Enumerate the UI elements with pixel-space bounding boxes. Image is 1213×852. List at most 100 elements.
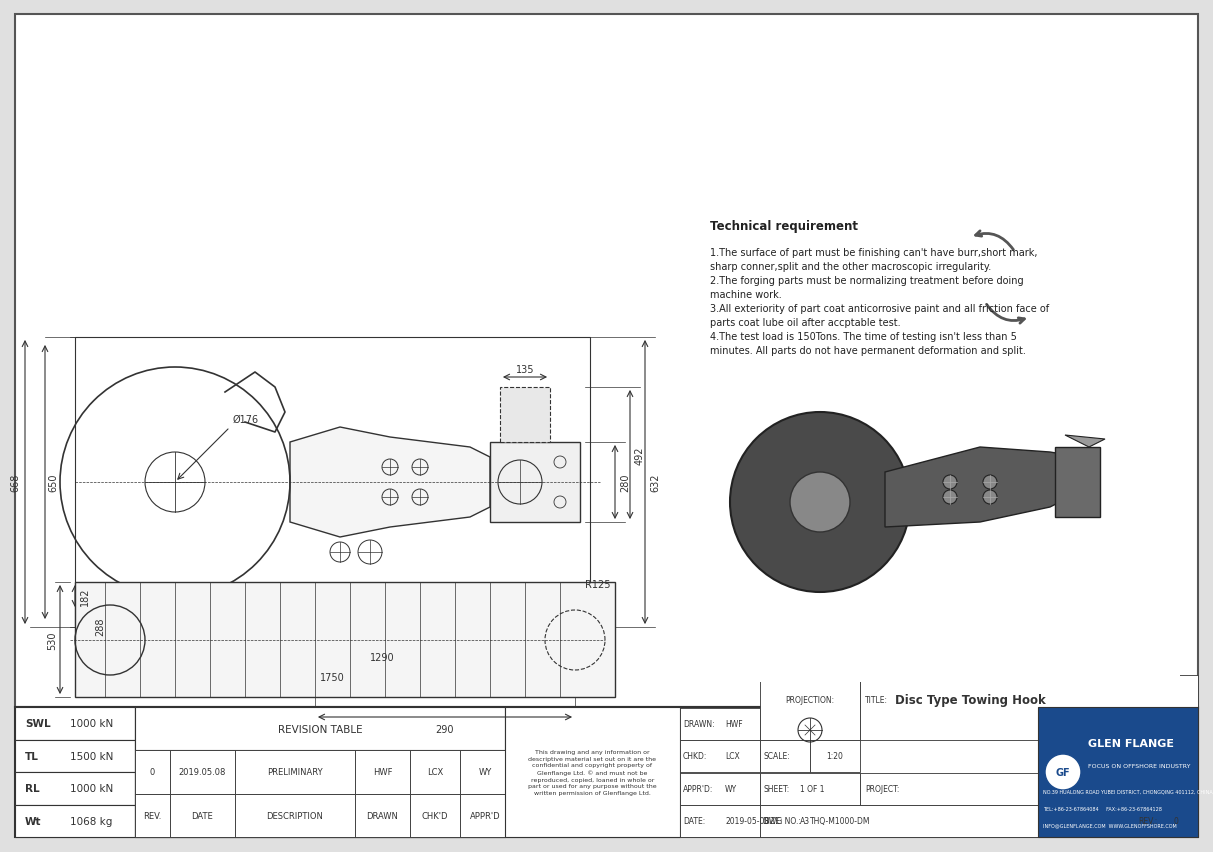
Bar [761,805,1198,837]
Bar [15,707,135,740]
Bar [680,740,761,772]
Text: PROJECT:: PROJECT: [865,785,899,793]
Text: 290: 290 [435,724,454,734]
Text: SCALE:: SCALE: [763,751,790,761]
Text: REV.: REV. [143,811,161,820]
Bar [680,773,761,805]
Bar [761,740,810,772]
Text: 135: 135 [516,365,534,375]
Circle shape [983,491,997,504]
Circle shape [790,473,850,532]
Circle shape [1046,754,1081,790]
Text: 4.The test load is 150Tons. The time of testing isn't less than 5: 4.The test load is 150Tons. The time of … [710,331,1016,342]
Text: CHK'D: CHK'D [422,811,449,820]
Text: 1500 kN: 1500 kN [70,751,113,761]
Text: SWL: SWL [25,718,51,728]
Text: RL: RL [25,783,40,793]
Bar [15,740,135,772]
Text: A3: A3 [801,816,810,826]
Text: 3.All exteriority of part coat anticorrosive paint and all friction face of: 3.All exteriority of part coat anticorro… [710,303,1049,314]
Text: GLEN FLANGE: GLEN FLANGE [1088,739,1174,749]
Text: WY: WY [725,785,738,793]
Text: 650: 650 [49,473,58,492]
Bar [135,751,505,794]
Text: 182: 182 [80,587,90,606]
Text: 2019-05-08: 2019-05-08 [725,816,769,826]
Text: 288: 288 [95,617,106,636]
Text: 1750: 1750 [320,672,344,682]
Bar [15,804,135,837]
Polygon shape [885,447,1080,527]
Bar [15,15,1198,707]
Bar [135,707,505,837]
Bar [135,751,170,794]
Text: 2.The forging parts must be normalizing treatment before doing: 2.The forging parts must be normalizing … [710,276,1024,285]
Text: 280: 280 [620,473,630,492]
Text: Wt: Wt [25,816,41,826]
Text: TEL:+86-23-67864084     FAX:+86-23-67864128: TEL:+86-23-67864084 FAX:+86-23-67864128 [1043,806,1162,811]
Text: DRAWN: DRAWN [366,811,398,820]
Bar [170,794,235,837]
Text: LCX: LCX [427,768,443,776]
Text: NO.39 HUALONG ROAD YUBEI DISTRICT, CHONGQING 401112, CHINA: NO.39 HUALONG ROAD YUBEI DISTRICT, CHONG… [1043,789,1213,794]
Text: HWF: HWF [372,768,392,776]
Text: DATE:: DATE: [683,816,705,826]
Text: DESCRIPTION: DESCRIPTION [267,811,324,820]
Text: APPR'D:: APPR'D: [683,785,713,793]
Text: 492: 492 [634,446,645,464]
Bar [810,740,860,772]
Text: 668: 668 [10,473,19,492]
Bar [761,805,860,837]
Bar [460,751,509,794]
Polygon shape [1065,435,1105,447]
Bar [75,337,590,627]
Bar [490,442,580,522]
Bar [355,751,410,794]
Bar [761,675,860,740]
Text: 2019.05.08: 2019.05.08 [178,768,226,776]
Bar [135,794,505,837]
Text: HWF: HWF [725,720,742,728]
Text: PRELIMINARY: PRELIMINARY [267,768,323,776]
Text: machine work.: machine work. [710,290,781,300]
Bar [410,794,460,837]
Text: PROJECTION:: PROJECTION: [786,696,835,705]
Circle shape [943,475,957,489]
Text: 0: 0 [1173,816,1178,826]
Bar [761,773,860,805]
Text: 1:20: 1:20 [826,751,843,761]
Text: GF: GF [1055,767,1070,777]
Bar [75,582,615,697]
Bar [860,675,1198,740]
Text: Technical requirement: Technical requirement [710,220,858,233]
Bar [505,707,680,837]
Circle shape [943,491,957,504]
Bar [1038,707,1198,837]
Text: 0: 0 [150,768,155,776]
Text: CHKD:: CHKD: [683,751,707,761]
Text: LCX: LCX [725,751,740,761]
Bar [500,388,549,442]
Text: TL: TL [25,751,39,761]
Text: parts coat lube oil after accptable test.: parts coat lube oil after accptable test… [710,318,900,328]
Bar [170,751,235,794]
Text: This drawing and any information or
descriptive material set out on it are the
c: This drawing and any information or desc… [528,750,656,795]
Text: SHEET:: SHEET: [763,785,790,793]
Circle shape [730,412,910,592]
Text: APPR'D: APPR'D [469,811,500,820]
Bar [680,708,761,740]
Bar [460,794,509,837]
Text: Disc Type Towing Hook: Disc Type Towing Hook [895,694,1046,706]
Bar [355,794,410,837]
Text: INFO@GLENFLANGE.COM  WWW.GLENOFFSHORE.COM: INFO@GLENFLANGE.COM WWW.GLENOFFSHORE.COM [1043,823,1177,828]
Bar [235,751,355,794]
Text: SIZE:: SIZE: [763,816,782,826]
Text: DRAWN:: DRAWN: [683,720,714,728]
Bar [235,794,355,837]
Text: FOCUS ON OFFSHORE INDUSTRY: FOCUS ON OFFSHORE INDUSTRY [1088,763,1190,769]
Bar [135,794,170,837]
Text: Ø176: Ø176 [233,415,260,424]
Text: THQ-M1000-DM: THQ-M1000-DM [810,816,871,826]
Text: 632: 632 [650,473,660,492]
Text: minutes. All parts do not have permanent deformation and split.: minutes. All parts do not have permanent… [710,346,1026,355]
